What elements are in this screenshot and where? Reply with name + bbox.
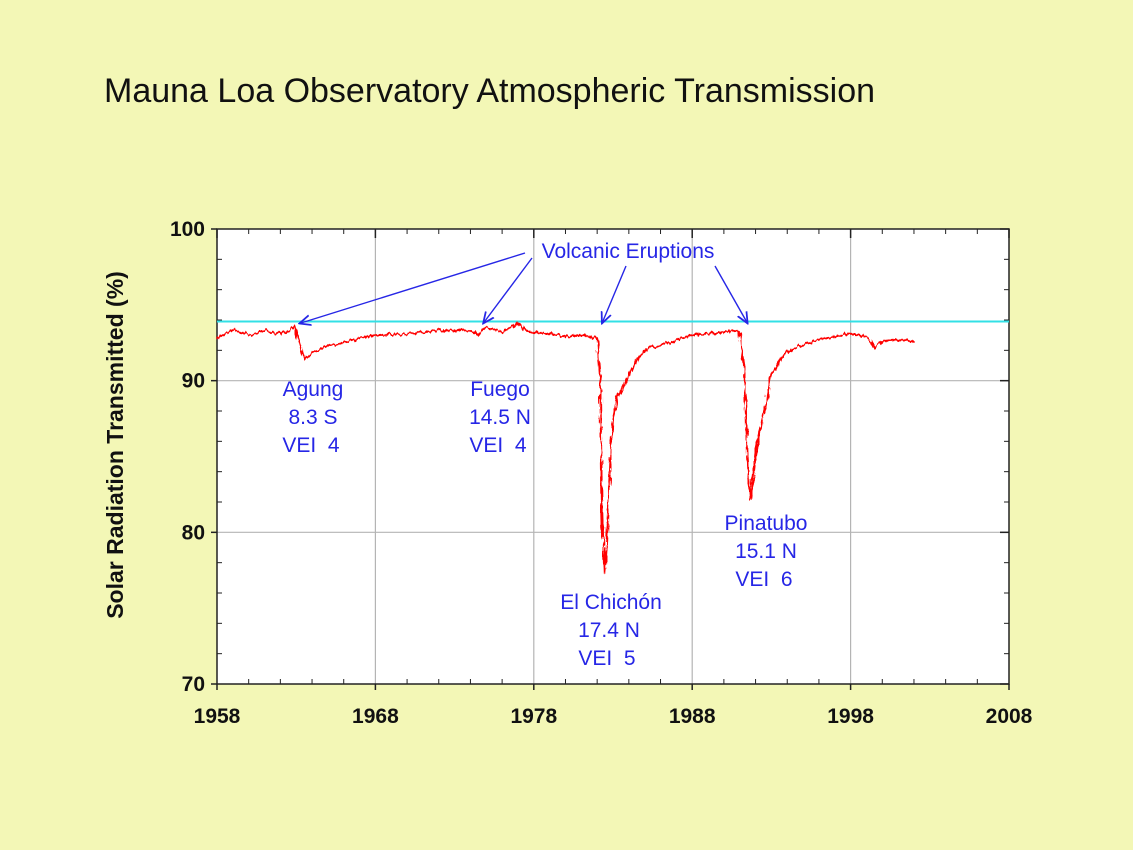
annotation-el-chichon: El Chichón 17.4 N VEI 5 [560, 591, 662, 670]
arrow-el-chich-n [602, 265, 627, 324]
arrow-pinatubo [714, 265, 748, 324]
grid [217, 229, 1009, 684]
y-axis-label: Solar Radiation Transmitted (%) [102, 271, 128, 619]
chart-title: Mauna Loa Observatory Atmospheric Transm… [104, 72, 876, 110]
annotation-agung: Agung 8.3 S VEI 4 [282, 378, 343, 457]
y-tick-label: 90 [182, 370, 205, 393]
annotation-arrows [299, 252, 748, 324]
annotation-volcanic-eruptions: Volcanic Eruptions [542, 240, 715, 263]
x-tick-label: 1998 [827, 705, 874, 728]
plot-frame [216, 228, 1010, 685]
x-tick-label: 1958 [194, 705, 241, 728]
pinatubo-latitude: 15.1 N [735, 540, 797, 563]
el-chichon-name: El Chichón [560, 591, 662, 614]
pinatubo-name: Pinatubo [725, 512, 808, 535]
y-axis: 70 80 90 100 [170, 218, 1009, 696]
x-tick-label: 1988 [669, 705, 716, 728]
x-tick-label: 1968 [352, 705, 399, 728]
annotation-pinatubo: Pinatubo 15.1 N VEI 6 [725, 512, 808, 591]
series-line-0 [216, 322, 915, 575]
agung-name: Agung [283, 378, 344, 401]
el-chichon-vei: VEI 5 [578, 647, 635, 670]
el-chichon-latitude: 17.4 N [578, 619, 640, 642]
annotation-fuego: Fuego 14.5 N VEI 4 [469, 378, 531, 457]
series-layer [216, 322, 915, 575]
fuego-vei: VEI 4 [469, 434, 527, 457]
plot-area [217, 229, 1009, 684]
minor-ticks [217, 229, 1009, 684]
agung-vei: VEI 4 [282, 434, 340, 457]
fuego-latitude: 14.5 N [469, 406, 531, 429]
x-tick-label: 1978 [510, 705, 557, 728]
arrow-agung [299, 252, 526, 324]
y-tick-label: 70 [182, 673, 205, 696]
x-axis: 1958 1968 1978 1988 1998 2008 [194, 229, 1033, 728]
x-tick-label: 2008 [986, 705, 1033, 728]
y-tick-label: 100 [170, 218, 205, 241]
y-tick-label: 80 [182, 521, 205, 544]
fuego-name: Fuego [470, 378, 530, 401]
pinatubo-vei: VEI 6 [735, 568, 792, 591]
arrow-fuego [483, 257, 533, 324]
agung-latitude: 8.3 S [288, 406, 337, 429]
